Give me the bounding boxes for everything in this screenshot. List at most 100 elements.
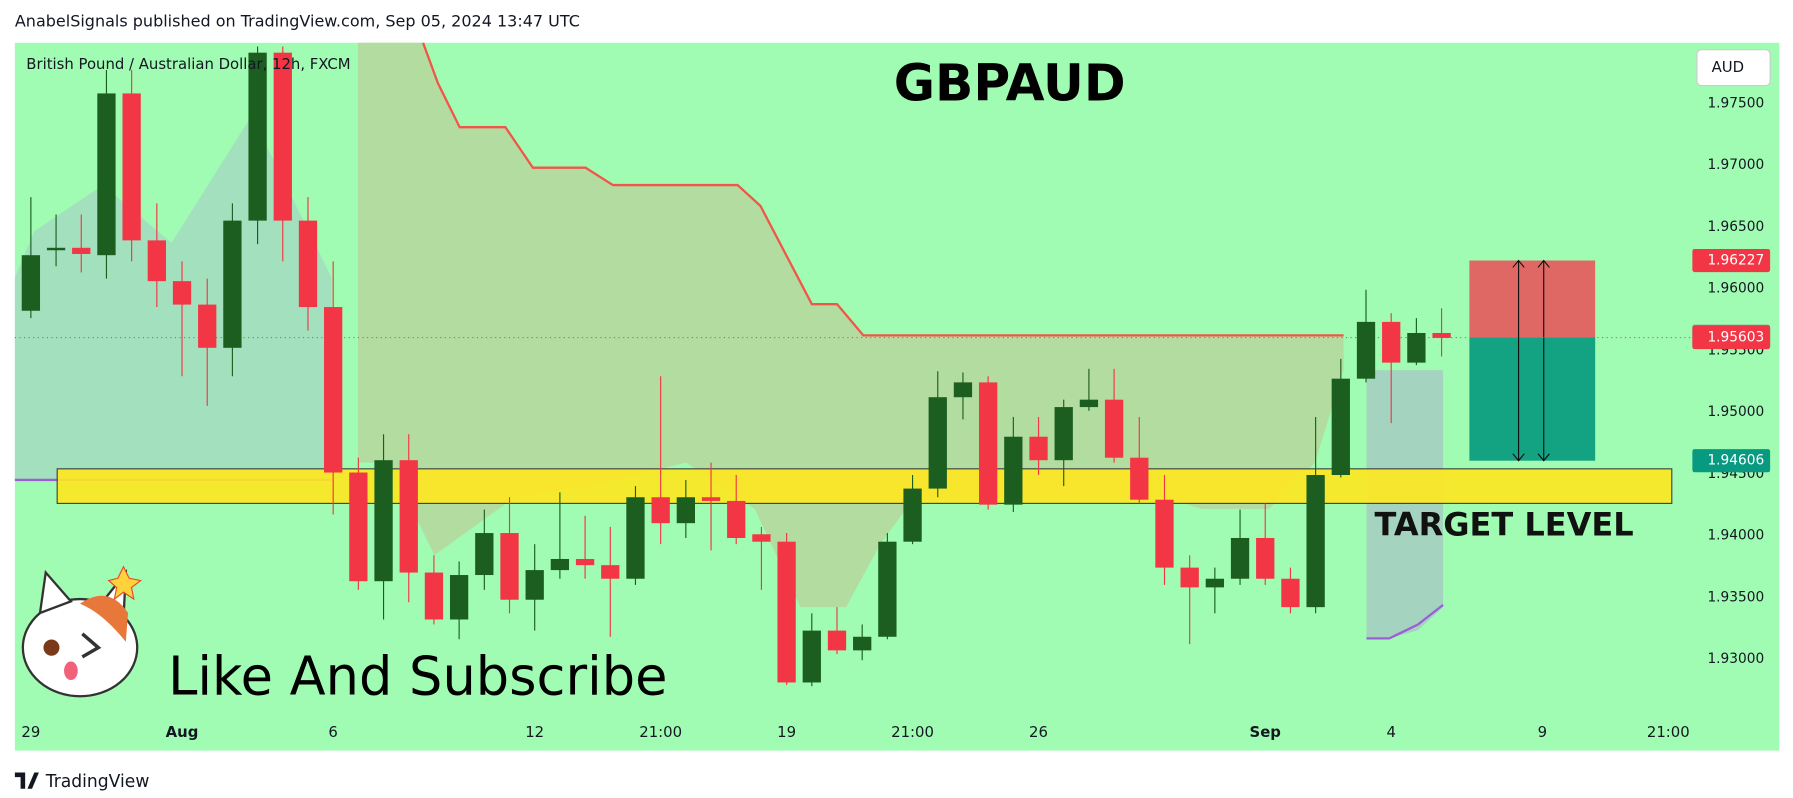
candle-body [374,460,393,582]
candle-body [72,247,91,254]
candle-body [1281,578,1300,608]
y-tick-label: 1.94000 [1707,527,1764,543]
candle-body [1054,407,1073,461]
candle-body [752,534,771,542]
candle-body [298,220,318,308]
x-tick-label: Sep [1250,723,1282,741]
candle-body [550,558,570,571]
indicator-line [422,42,1344,337]
candle-body [1407,332,1426,363]
footer-bar [0,754,1793,798]
footer-brand: TradingView [45,772,150,792]
candle-body [198,304,217,348]
x-tick-label: Aug [166,723,199,741]
candle-body [449,575,469,620]
candle-body [1432,332,1451,338]
y-tick-label: 1.97000 [1707,157,1764,173]
annotation: TARGET LEVEL [1374,505,1633,543]
tv-logo [14,772,39,789]
publish-info: AnabelSignals published on TradingView.c… [15,11,580,30]
candle-body [172,281,192,305]
price-badge-label: 1.96227 [1707,252,1764,268]
candle-body [21,255,41,311]
candle-body [500,533,519,600]
candle-body [1104,399,1124,458]
candle-body [1356,321,1376,379]
candle-body [475,533,494,576]
candle-body [424,572,444,620]
y-tick-label: 1.95000 [1707,404,1764,420]
position-reward [1469,337,1596,461]
candle-body [1306,475,1325,608]
candle-body [147,240,166,282]
cloud-right [1366,370,1444,639]
candle-body [46,247,66,251]
candle-body [853,636,872,651]
candle-body [273,52,292,221]
candle-body [1331,378,1350,476]
y-tick-label: 1.96000 [1707,280,1764,296]
candle-body [248,52,267,221]
x-tick-label: 29 [21,723,40,741]
candle-body [1130,457,1149,500]
x-tick-label: 12 [525,723,544,741]
target-zone [56,468,1673,504]
chart-title: GBPAUD [894,53,1126,112]
candle-body [1230,537,1250,579]
candle-body [1029,436,1048,461]
y-tick-label: 1.97500 [1707,95,1764,111]
candle-body [1079,399,1099,408]
cloud [357,42,1344,608]
annotation: Like And Subscribe [168,646,667,707]
candle-body [601,565,620,579]
candle-body [525,570,544,600]
arrow-head [1537,259,1550,462]
position-risk [1469,260,1596,338]
candle-body [575,558,595,566]
currency-label: AUD [1712,58,1744,76]
candle-body [324,307,343,473]
indicator-line [1366,603,1444,640]
price-badge [1692,325,1771,350]
candle-body [122,93,141,241]
x-tick-label: 19 [777,723,796,741]
candle-body [676,497,695,524]
currency-button[interactable] [1696,49,1771,87]
candle-body [1256,537,1275,579]
y-tick-label: 1.93000 [1707,651,1764,667]
x-tick-label: 9 [1538,723,1547,741]
candle-body [626,497,645,579]
x-tick-label: 21:00 [891,723,934,741]
candle-body [1155,499,1174,568]
x-tick-label: 6 [328,723,337,741]
candle-body [399,460,418,573]
candle-body [1180,567,1199,588]
cat-sticker [21,565,143,698]
candle-body [1382,321,1401,363]
candle-body [777,541,796,683]
price-badge-label: 1.94606 [1707,453,1764,469]
candle-body [651,497,670,524]
candle-body [1205,578,1225,588]
candle-body [97,93,116,256]
symbol-info: British Pound / Australian Dollar, 12h, … [26,55,350,73]
x-tick-label: 4 [1386,723,1395,741]
candle-body [1004,436,1023,505]
candle-body [349,472,368,582]
candle-body [827,630,847,651]
price-badge [1692,248,1771,273]
price-badge [1692,449,1771,473]
candle-body [223,220,242,348]
price-badge-label: 1.95603 [1707,330,1764,346]
candle-body [878,541,897,637]
candle-body [928,397,947,489]
candle-body [978,382,998,505]
candle-body [701,497,721,501]
candle-body [903,488,922,542]
x-tick-label: 21:00 [1647,723,1690,741]
y-tick-label: 1.96500 [1707,219,1764,235]
x-tick-label: 26 [1029,723,1048,741]
y-tick-label: 1.93500 [1707,589,1764,605]
x-tick-label: 21:00 [639,723,682,741]
